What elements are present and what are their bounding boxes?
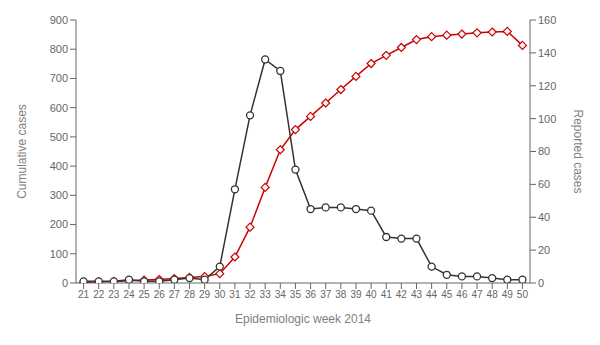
svg-text:Cumulative cases: Cumulative cases bbox=[15, 104, 29, 199]
svg-text:27: 27 bbox=[169, 289, 181, 300]
svg-text:38: 38 bbox=[335, 289, 347, 300]
svg-text:30: 30 bbox=[214, 289, 226, 300]
svg-text:0: 0 bbox=[538, 277, 544, 289]
svg-text:33: 33 bbox=[260, 289, 272, 300]
svg-text:800: 800 bbox=[50, 43, 68, 55]
svg-text:31: 31 bbox=[229, 289, 241, 300]
svg-text:29: 29 bbox=[199, 289, 211, 300]
svg-text:140: 140 bbox=[538, 47, 556, 59]
svg-text:300: 300 bbox=[50, 189, 68, 201]
svg-text:120: 120 bbox=[538, 80, 556, 92]
svg-text:40: 40 bbox=[366, 289, 378, 300]
svg-text:45: 45 bbox=[441, 289, 453, 300]
svg-text:40: 40 bbox=[538, 211, 550, 223]
svg-text:42: 42 bbox=[396, 289, 408, 300]
svg-text:28: 28 bbox=[184, 289, 196, 300]
svg-text:Epidemiologic week 2014: Epidemiologic week 2014 bbox=[235, 312, 371, 326]
svg-text:900: 900 bbox=[50, 14, 68, 26]
svg-text:36: 36 bbox=[305, 289, 317, 300]
svg-text:160: 160 bbox=[538, 14, 556, 26]
svg-text:39: 39 bbox=[350, 289, 362, 300]
svg-text:200: 200 bbox=[50, 218, 68, 230]
svg-text:400: 400 bbox=[50, 160, 68, 172]
svg-text:20: 20 bbox=[538, 244, 550, 256]
svg-text:47: 47 bbox=[471, 289, 483, 300]
svg-text:100: 100 bbox=[538, 113, 556, 125]
svg-text:44: 44 bbox=[426, 289, 438, 300]
svg-text:600: 600 bbox=[50, 102, 68, 114]
svg-text:37: 37 bbox=[320, 289, 332, 300]
svg-text:22: 22 bbox=[93, 289, 105, 300]
svg-text:50: 50 bbox=[517, 289, 529, 300]
svg-text:49: 49 bbox=[502, 289, 514, 300]
svg-text:700: 700 bbox=[50, 72, 68, 84]
svg-text:25: 25 bbox=[139, 289, 151, 300]
svg-text:500: 500 bbox=[50, 131, 68, 143]
svg-text:21: 21 bbox=[78, 289, 90, 300]
svg-text:Reported cases: Reported cases bbox=[571, 109, 585, 193]
svg-text:43: 43 bbox=[411, 289, 423, 300]
svg-text:100: 100 bbox=[50, 248, 68, 260]
svg-text:23: 23 bbox=[108, 289, 120, 300]
svg-text:24: 24 bbox=[123, 289, 135, 300]
svg-text:41: 41 bbox=[381, 289, 393, 300]
svg-text:35: 35 bbox=[290, 289, 302, 300]
svg-text:34: 34 bbox=[275, 289, 287, 300]
svg-text:60: 60 bbox=[538, 178, 550, 190]
svg-text:26: 26 bbox=[154, 289, 166, 300]
svg-text:0: 0 bbox=[62, 277, 68, 289]
svg-text:32: 32 bbox=[244, 289, 256, 300]
svg-text:46: 46 bbox=[456, 289, 468, 300]
svg-text:48: 48 bbox=[487, 289, 499, 300]
svg-text:80: 80 bbox=[538, 145, 550, 157]
